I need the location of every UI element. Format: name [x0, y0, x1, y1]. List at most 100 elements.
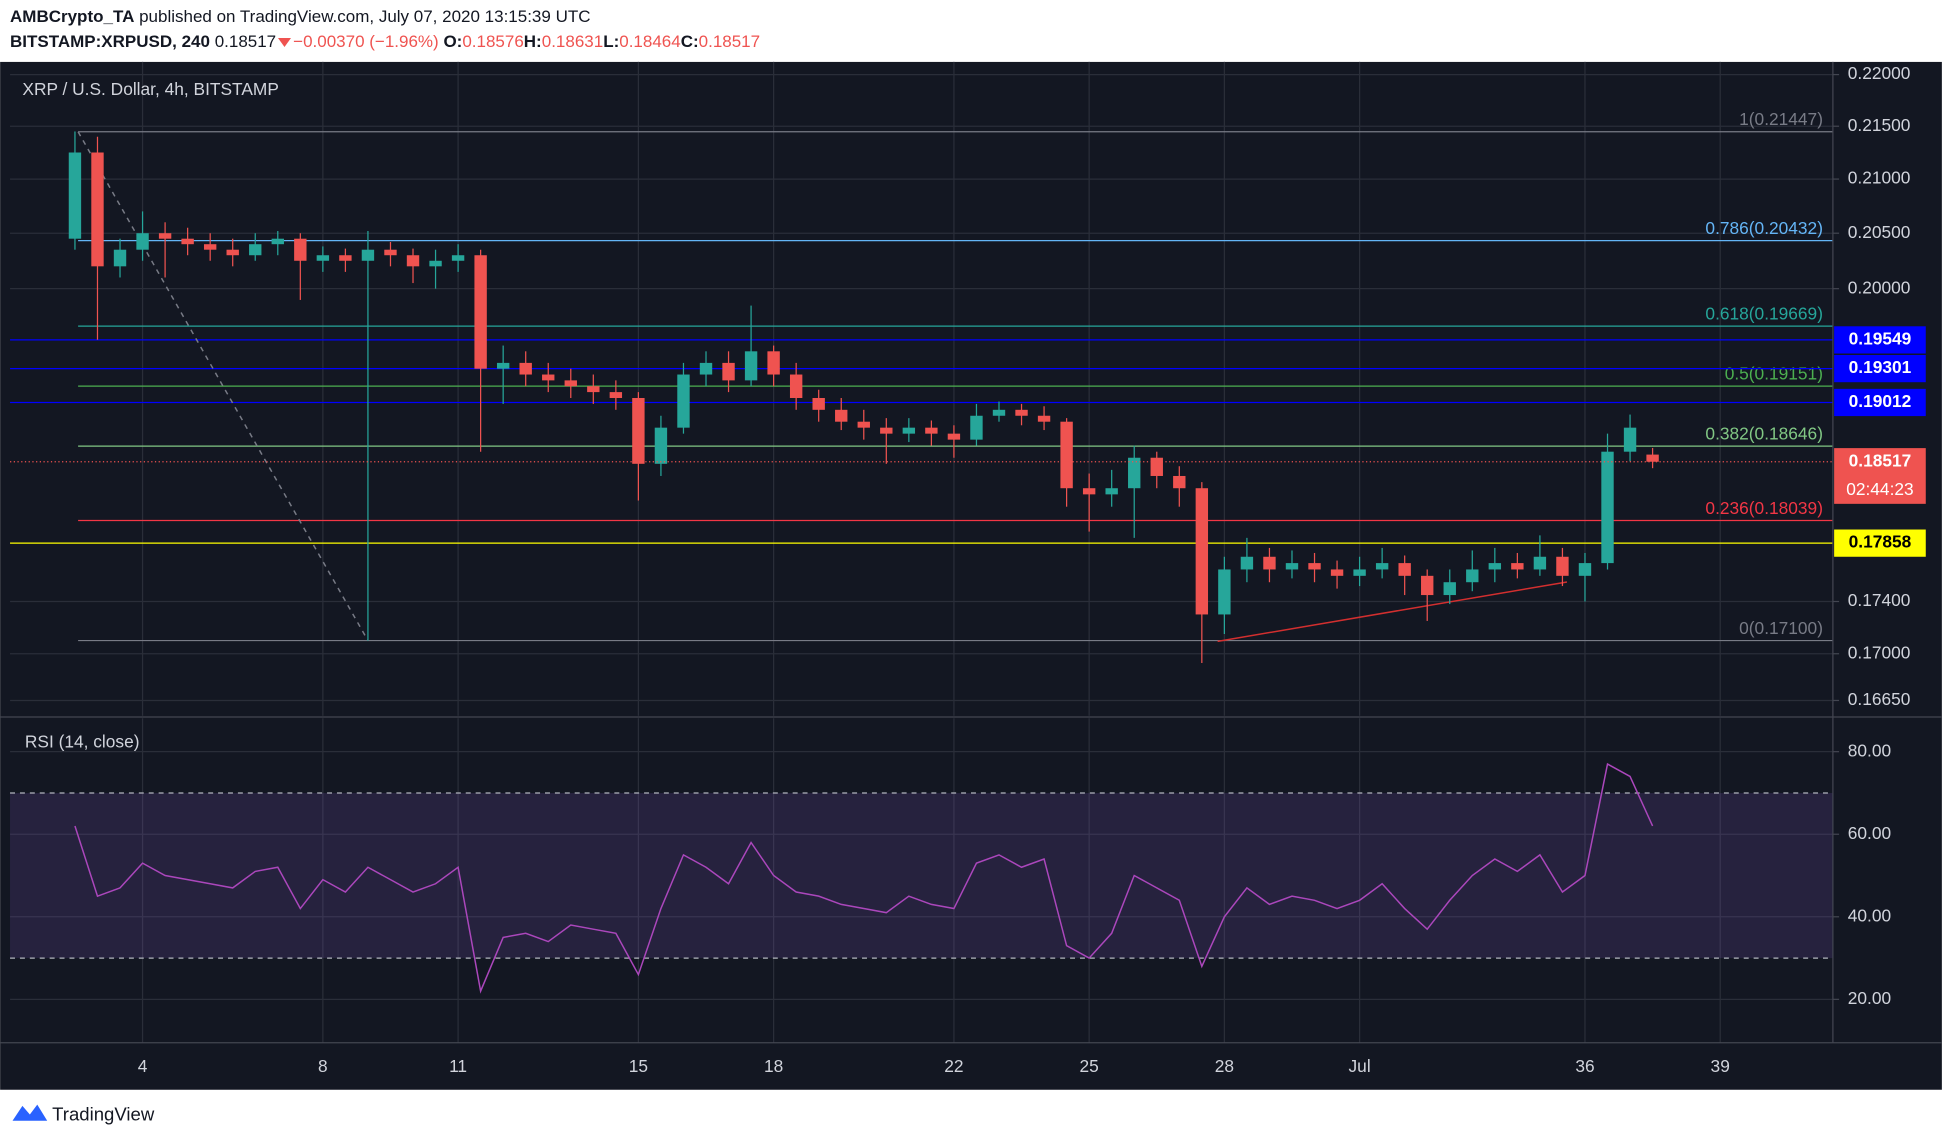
candle-body — [677, 374, 690, 428]
candle-body — [339, 255, 352, 261]
candle-body — [1285, 563, 1299, 570]
x-tick-label: 25 — [1080, 1056, 1099, 1076]
candle-body — [1646, 454, 1659, 462]
candle-body — [1623, 427, 1637, 452]
rsi-line — [74, 762, 1654, 994]
candle-body — [519, 362, 532, 375]
ohlc-key: H: — [523, 32, 542, 51]
down-arrow — [278, 38, 292, 48]
candle-body — [361, 249, 375, 261]
fib-label: 0.618(0.19669) — [1705, 304, 1823, 324]
candle-body — [835, 409, 848, 422]
ohlc-value: 0.18464 — [619, 32, 681, 51]
candle-body — [925, 427, 938, 434]
x-tick-label: 4 — [138, 1056, 148, 1076]
candle-body — [1353, 569, 1366, 576]
candle-body — [1398, 563, 1411, 576]
grid — [10, 61, 1833, 1043]
candle-body — [1128, 457, 1141, 489]
ohlc: O:0.18576H:0.18631L:0.18464C:0.18517 — [443, 32, 760, 51]
candle-body — [226, 249, 239, 256]
axes: 4 8 11 15 18 22 25 28 Jul 36 39 0.22000 0.21500 0.210… — [138, 63, 1926, 1076]
candle-body — [902, 427, 916, 434]
candle-body — [1082, 488, 1096, 495]
x-tick-label: 28 — [1215, 1056, 1234, 1076]
logo: TradingView — [12, 1104, 155, 1125]
y-tick-label: 40.00 — [1848, 905, 1891, 925]
x-tick-label: Jul — [1349, 1056, 1371, 1076]
candle-body — [68, 152, 82, 239]
ohlc-value: 0.18576 — [462, 32, 524, 51]
y-tick-label: 0.17000 — [1848, 642, 1911, 662]
y-tick-label: 0.16650 — [1848, 689, 1911, 709]
last-price: 0.18517 — [214, 32, 277, 51]
candle-body — [1421, 575, 1434, 596]
candle-body — [1173, 475, 1186, 489]
x-tick-label: 18 — [764, 1056, 783, 1076]
fib-label: 0.786(0.20432) — [1705, 218, 1823, 238]
candle-body — [1488, 563, 1502, 570]
candle-body — [316, 255, 330, 261]
header: AMBCrypto_TA published on TradingView.co… — [10, 4, 760, 54]
ohlc-key: C: — [680, 32, 699, 51]
trendline — [77, 131, 369, 641]
candle-body — [496, 362, 510, 369]
candle-body — [1511, 563, 1524, 570]
candle-body — [294, 238, 307, 261]
candle-body — [1443, 582, 1456, 596]
candle-body — [1060, 421, 1073, 489]
rsi-legend: RSI (14, close) — [25, 732, 140, 752]
candle-body — [1308, 563, 1321, 570]
candle-body — [992, 409, 1006, 416]
candle-body — [91, 152, 104, 267]
candle-body — [1150, 457, 1163, 476]
candle-body — [136, 233, 149, 250]
x-tick-label: 8 — [318, 1056, 328, 1076]
x-tick-label: 11 — [449, 1056, 467, 1076]
ohlc-key: O: — [443, 32, 463, 51]
candle-body — [384, 249, 397, 256]
ohlc-value: 0.18631 — [541, 32, 604, 51]
candle-body — [587, 386, 600, 393]
candle-body — [632, 397, 645, 464]
candle-body — [1466, 569, 1479, 583]
ohlc-value: 0.18517 — [698, 32, 761, 51]
price-label: 0.17858 — [1849, 532, 1912, 552]
publisher: AMBCrypto_TA — [10, 7, 135, 26]
candle-body — [1263, 556, 1276, 570]
candle-body — [249, 244, 262, 256]
candle-body — [158, 233, 172, 239]
price-label: 0.19549 — [1849, 328, 1912, 348]
candle-body — [744, 351, 758, 381]
y-tick-label: 0.21500 — [1848, 115, 1911, 135]
candle-body — [1601, 451, 1614, 564]
candle-body — [1330, 569, 1344, 576]
candle-body — [564, 380, 577, 387]
x-tick-label: 39 — [1711, 1056, 1730, 1076]
candle-body — [722, 362, 735, 381]
y-tick-label: 0.22000 — [1848, 63, 1911, 83]
x-tick-label: 15 — [629, 1056, 648, 1076]
candle-body — [271, 238, 284, 245]
trendline — [1217, 581, 1568, 643]
candle-body — [857, 421, 870, 428]
candle-body — [429, 260, 442, 267]
price-label-box — [1834, 354, 1926, 383]
brand: TradingView — [52, 1104, 155, 1125]
published: published on TradingView.com, July 07, 2… — [139, 7, 591, 26]
x-tick-label: 22 — [944, 1056, 963, 1076]
ohlc-key: L: — [603, 32, 620, 51]
price-label-box — [1834, 326, 1926, 354]
candle-body — [654, 427, 668, 464]
candle-body — [1105, 488, 1118, 495]
candle-body — [970, 415, 983, 440]
candle-body — [767, 351, 780, 375]
y-tick-label: 0.20000 — [1848, 277, 1911, 297]
candle-body — [113, 249, 127, 267]
rsi-band — [10, 792, 1833, 959]
y-tick-label: 0.20500 — [1848, 222, 1911, 242]
y-tick-label: 0.17400 — [1848, 590, 1911, 610]
candle-body — [1578, 563, 1592, 576]
y-tick-label: 0.21000 — [1848, 168, 1911, 188]
